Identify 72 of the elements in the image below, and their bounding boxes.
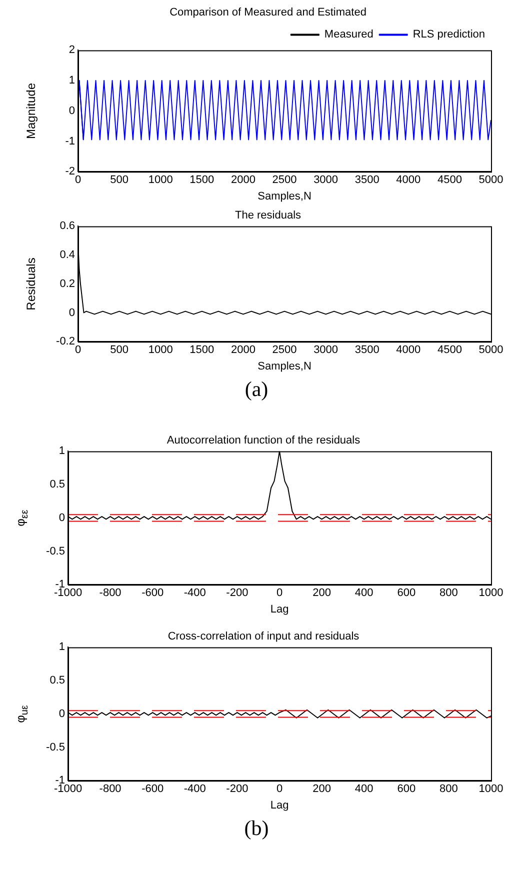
x-tick-label: -600 xyxy=(142,783,164,796)
y-tick-label: 2 xyxy=(68,44,75,56)
y-tick-label: 0.2 xyxy=(60,278,75,290)
x-tick-label: -400 xyxy=(184,587,206,600)
x-tick-label: 3000 xyxy=(314,174,338,186)
x-tick-label: 400 xyxy=(354,783,374,796)
legend-label: Measured xyxy=(324,28,374,41)
x-tick-label: 800 xyxy=(440,783,458,796)
chart-title: Comparison of Measured and Estimated xyxy=(170,6,366,19)
y-tick-label: 0 xyxy=(58,708,65,720)
x-tick-label: 4000 xyxy=(396,344,421,356)
x-tick-label: 500 xyxy=(110,174,128,186)
x-axis-title: Samples,N xyxy=(258,360,312,372)
x-axis-title: Lag xyxy=(270,603,289,616)
x-tick-label: 1000 xyxy=(148,344,173,356)
x-tick-label: 600 xyxy=(397,783,416,796)
chart-title: Autocorrelation function of the residuals xyxy=(166,434,361,447)
x-tick-label: 1000 xyxy=(148,174,173,186)
x-tick-label: -800 xyxy=(99,587,122,600)
x-tick-label: 1500 xyxy=(190,344,214,356)
x-tick-label: 1500 xyxy=(190,174,214,186)
y-tick-label: -2 xyxy=(65,166,75,178)
x-tick-label: -800 xyxy=(99,783,122,796)
x-tick-label: 2500 xyxy=(272,174,297,186)
y-tick-label: -1 xyxy=(65,135,75,148)
x-tick-label: 600 xyxy=(397,587,416,600)
y-tick-label: 1 xyxy=(68,74,75,87)
x-tick-label: 1000 xyxy=(478,587,504,600)
y-tick-label: 0 xyxy=(58,512,65,524)
y-tick-label: 0.6 xyxy=(60,220,75,232)
x-tick-label: -400 xyxy=(184,783,206,796)
x-tick-label: 400 xyxy=(354,587,374,600)
text: (a) xyxy=(244,377,270,402)
x-tick-label: 3000 xyxy=(314,344,338,356)
x-tick-label: -200 xyxy=(226,783,248,796)
y-axis-title: Residuals xyxy=(24,258,38,310)
y-tick-label: -0.5 xyxy=(46,741,65,754)
x-tick-label: 0 xyxy=(276,783,283,796)
x-tick-label: 3500 xyxy=(354,174,380,186)
y-tick-label: 1 xyxy=(58,445,65,458)
text: (b) xyxy=(243,816,270,841)
y-tick-label: 0.5 xyxy=(50,478,65,491)
y-tick-label: 0.4 xyxy=(60,249,75,262)
x-tick-label: 0 xyxy=(276,587,283,600)
x-tick-label: 4500 xyxy=(437,344,462,356)
x-tick-label: 2000 xyxy=(230,344,256,356)
y-tick-label: 0 xyxy=(68,306,75,319)
x-tick-label: 200 xyxy=(312,587,331,600)
x-tick-label: 5000 xyxy=(478,174,504,186)
chart-title: Cross-correlation of input and residuals xyxy=(168,630,360,643)
x-tick-label: 1000 xyxy=(478,783,504,796)
x-tick-label: 4500 xyxy=(437,174,462,186)
x-axis-title: Samples,N xyxy=(258,190,312,202)
y-tick-label: 0 xyxy=(68,104,75,117)
x-tick-label: -200 xyxy=(226,587,248,600)
x-axis-title: Lag xyxy=(270,799,289,812)
y-tick-label: -0.5 xyxy=(46,545,65,558)
y-axis-title: Magnitude xyxy=(24,82,38,139)
y-tick-label: 1 xyxy=(58,641,65,654)
x-tick-label: 2000 xyxy=(230,174,256,186)
x-tick-label: 800 xyxy=(440,587,458,600)
y-tick-label: -0.2 xyxy=(56,336,75,348)
chart-title: The residuals xyxy=(234,210,302,222)
x-tick-label: 2500 xyxy=(272,344,297,356)
x-tick-label: 4000 xyxy=(396,174,421,186)
legend-label: RLS prediction xyxy=(412,28,486,41)
x-tick-label: 200 xyxy=(312,783,331,796)
y-tick-label: 0.5 xyxy=(50,674,65,687)
x-tick-label: 5000 xyxy=(478,344,504,356)
x-tick-label: 3500 xyxy=(354,344,380,356)
x-tick-label: -600 xyxy=(142,587,164,600)
x-tick-label: 500 xyxy=(110,344,128,356)
